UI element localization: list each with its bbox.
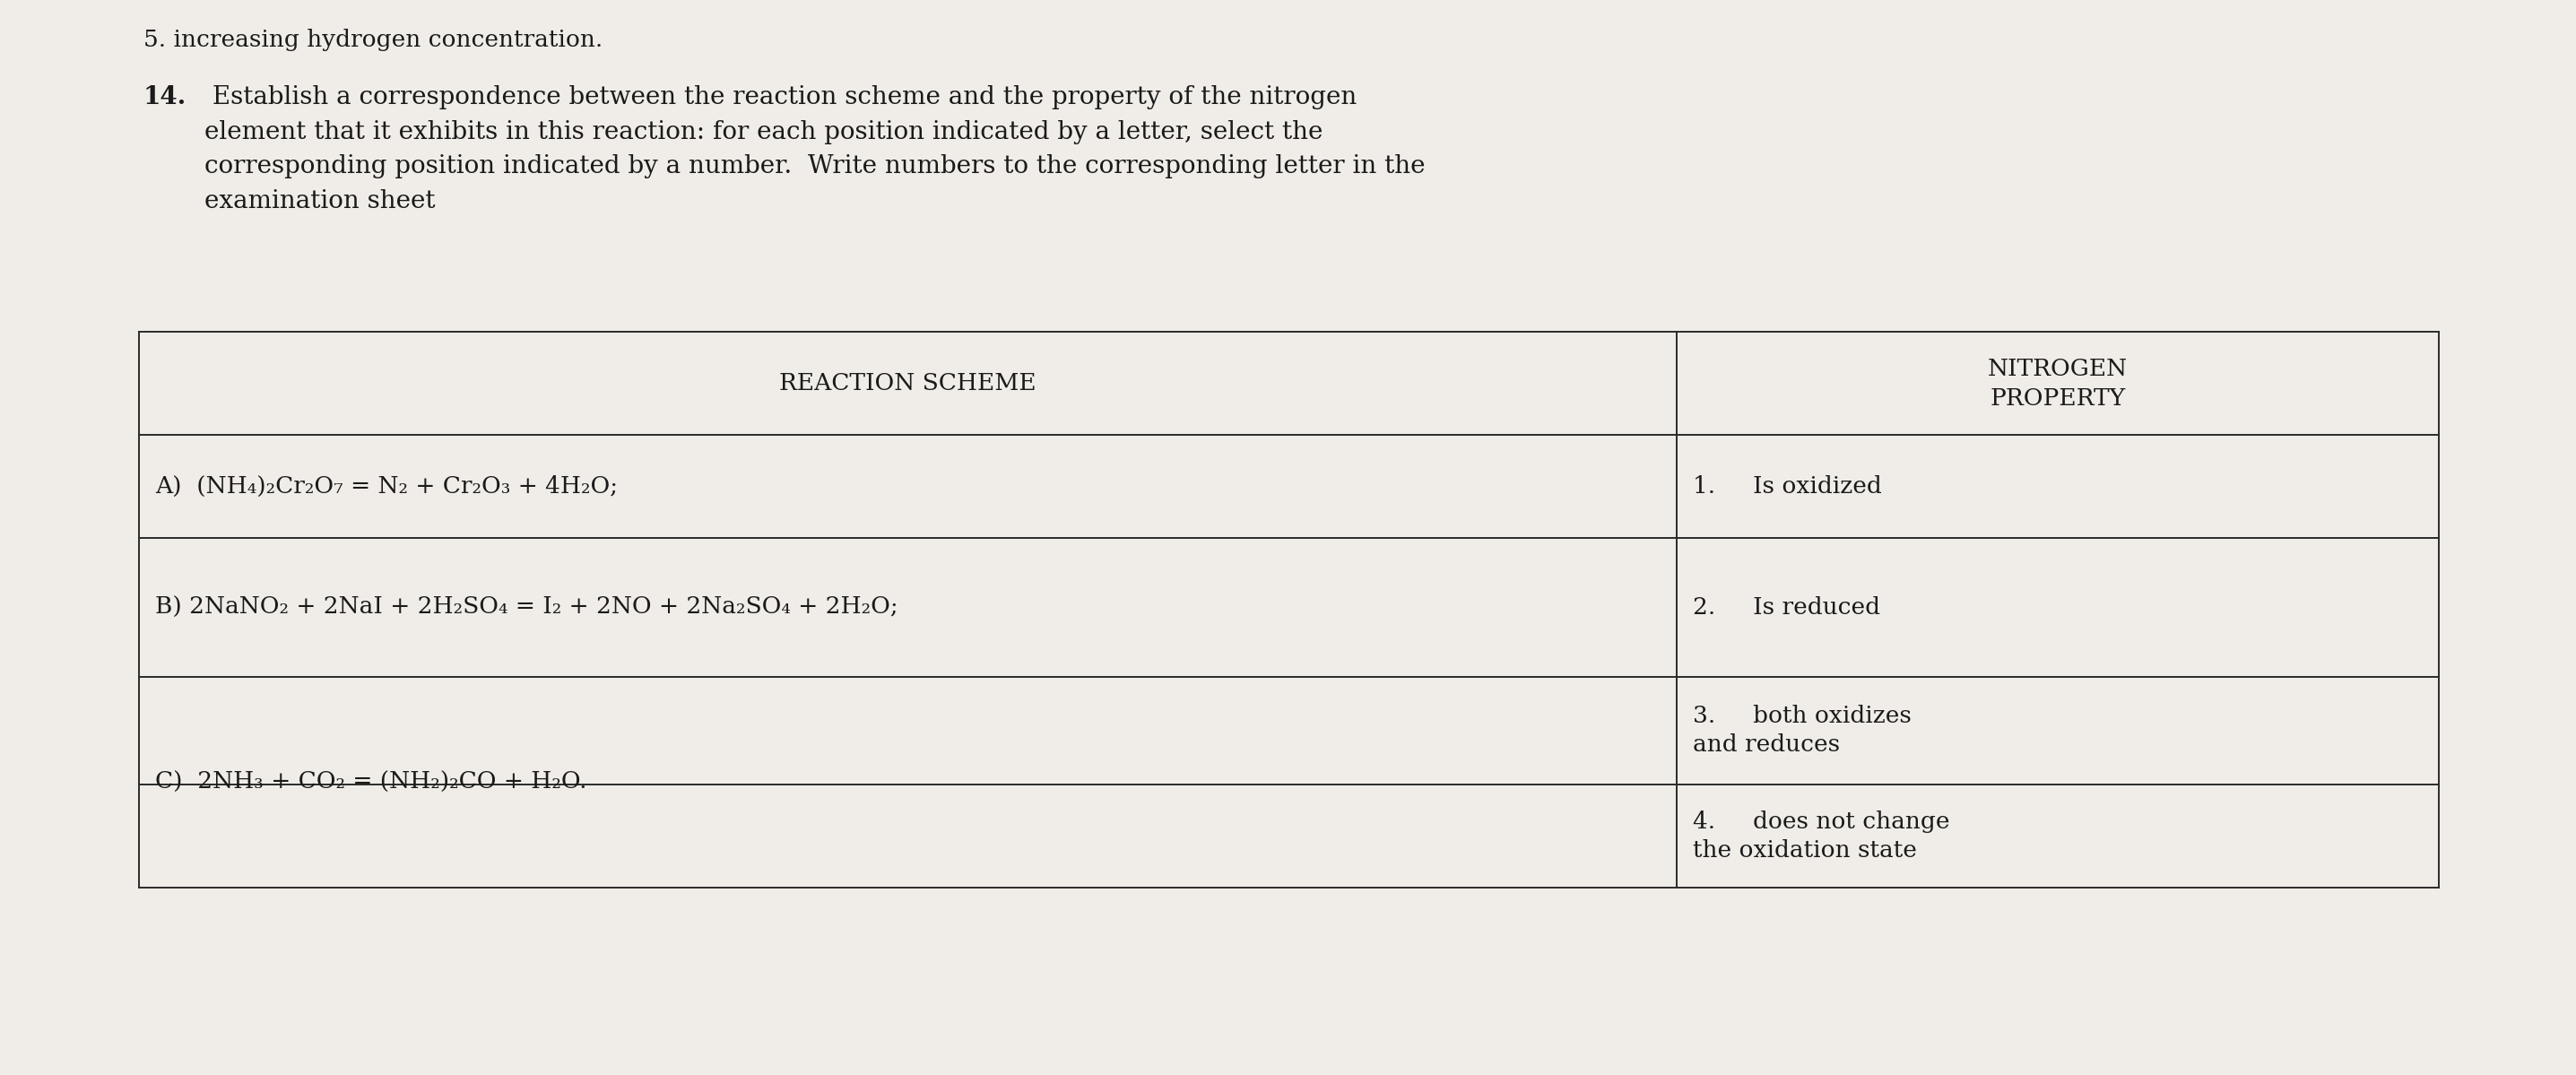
Text: Establish a correspondence between the reaction scheme and the property of the n: Establish a correspondence between the r… — [204, 85, 1425, 213]
Text: 3.     both oxidizes
and reduces: 3. both oxidizes and reduces — [1692, 705, 1911, 757]
Text: 1.     Is oxidized: 1. Is oxidized — [1692, 475, 1883, 498]
Text: A)  (NH₄)₂Cr₂O₇ = N₂ + Cr₂O₃ + 4H₂O;: A) (NH₄)₂Cr₂O₇ = N₂ + Cr₂O₃ + 4H₂O; — [155, 475, 618, 498]
Text: 4.     does not change
the oxidation state: 4. does not change the oxidation state — [1692, 811, 1950, 862]
Text: REACTION SCHEME: REACTION SCHEME — [781, 372, 1036, 395]
Text: B) 2NaNO₂ + 2NaI + 2H₂SO₄ = I₂ + 2NO + 2Na₂SO₄ + 2H₂O;: B) 2NaNO₂ + 2NaI + 2H₂SO₄ = I₂ + 2NO + 2… — [155, 597, 899, 618]
Text: 2.     Is reduced: 2. Is reduced — [1692, 597, 1880, 618]
Text: 5. increasing hydrogen concentration.: 5. increasing hydrogen concentration. — [144, 29, 603, 52]
Text: NITROGEN
PROPERTY: NITROGEN PROPERTY — [1989, 357, 2128, 410]
Text: C)  2NH₃ + CO₂ = (NH₂)₂CO + H₂O.: C) 2NH₃ + CO₂ = (NH₂)₂CO + H₂O. — [155, 771, 587, 793]
Text: 14.: 14. — [144, 85, 185, 110]
